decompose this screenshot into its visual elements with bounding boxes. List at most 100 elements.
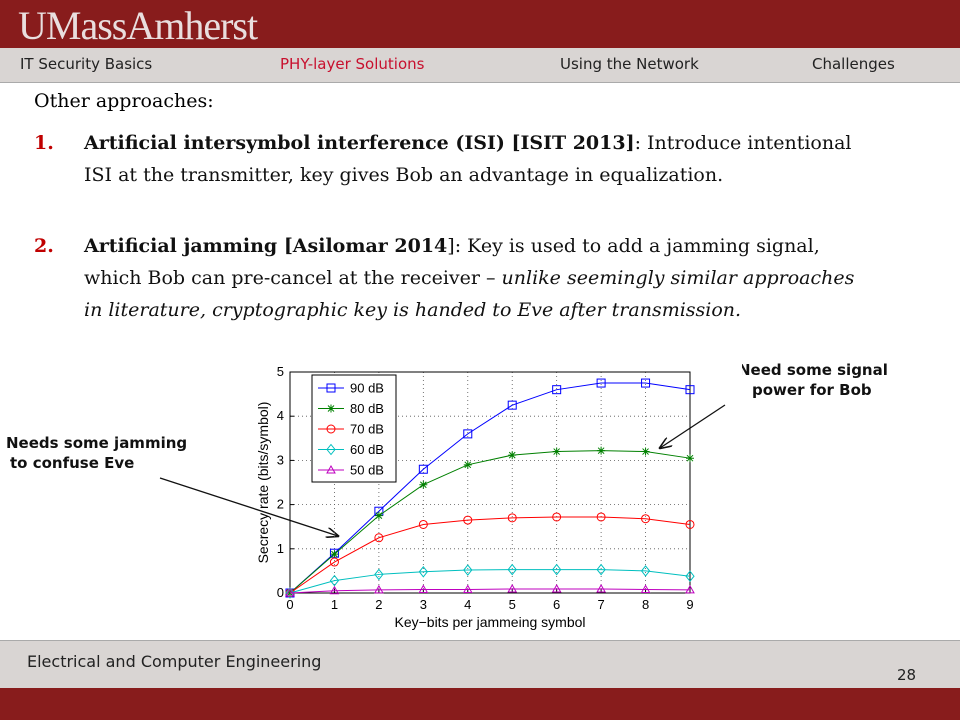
marker [507,563,517,576]
logo: UMassAmherst [18,3,258,48]
nav-item: IT Security Basics [20,55,153,73]
item-number: 1. [34,132,54,154]
page-number: 28 [897,666,917,684]
marker [374,568,384,581]
text-run: unlike seemingly similar approaches in l… [84,267,855,321]
series-line [289,516,691,594]
y-tick-label: 3 [277,452,284,467]
marker [462,584,473,593]
marker [418,584,429,593]
marker [507,513,517,523]
department: Electrical and Computer Engineering [27,652,322,671]
x-tick-label: 3 [420,597,427,612]
x-tick-label: 1 [331,597,338,612]
marker [641,378,651,388]
marker [508,451,517,460]
text-run: Artificial intersymbol interference (ISI… [84,132,635,154]
series-line [289,588,691,594]
item-text: Artificial intersymbol interference (ISI… [84,127,864,191]
marker [685,519,695,529]
x-tick-label: 0 [286,597,293,612]
marker [685,584,695,594]
marker [326,383,336,393]
marker [641,447,650,456]
legend-label: 90 dB [350,381,384,396]
marker [327,404,335,413]
marker [285,587,295,597]
marker [329,557,339,567]
top-bar [0,0,960,48]
text-run: : Introduce intentional ISI at the trans… [84,132,852,186]
x-tick-label: 9 [686,597,693,612]
marker [596,563,606,576]
marker [640,584,651,593]
series-line [289,569,691,594]
footer-bar [0,640,960,689]
nav-bar [0,48,960,83]
marker [507,400,517,410]
x-axis-label: Key−bits per jammeing symbol [394,614,585,630]
annotation-line: Need some signal [738,361,888,379]
marker [419,480,428,489]
y-tick-label: 2 [277,497,284,512]
annotation-line: power for Bob [752,381,872,399]
text-run: Artificial jamming [Asilomar 2014 [84,235,448,257]
series-line [289,450,691,594]
marker [418,565,428,578]
nav-item: Using the Network [560,55,699,73]
marker [374,533,384,543]
marker [463,515,473,525]
y-tick-label: 4 [277,408,284,423]
marker [507,584,518,593]
y-tick-label: 5 [277,364,284,379]
legend-label: 50 dB [350,463,384,478]
marker [640,565,651,577]
annotation: Needs some jamming to confuse Eve [6,433,187,473]
legend-label: 60 dB [350,442,384,457]
marker [552,385,562,395]
marker [552,563,562,576]
marker [552,512,562,522]
marker [463,460,472,469]
marker [326,443,336,456]
list-item: 2. Artificial jamming [Asilomar 2014]: Ke… [34,230,864,326]
marker [551,584,562,593]
item-number: 2. [34,235,54,257]
marker [418,464,428,474]
marker [329,574,340,587]
marker [463,564,473,576]
x-tick-label: 5 [509,597,516,612]
text-run: ]: Key is used to add a jamming signal, … [84,235,820,289]
annotation: Need some signal power for Bob [738,360,888,400]
marker [329,585,340,595]
marker [326,424,336,434]
chart-background [220,362,742,632]
marker [596,512,606,522]
intro-text: Other approaches: [34,90,214,112]
marker [418,519,428,529]
marker [330,550,339,559]
marker [374,584,384,594]
x-tick-label: 6 [553,597,560,612]
annotation-line: to confuse Eve [10,454,135,472]
marker [686,454,694,463]
arrow [660,404,726,448]
legend-label: 80 dB [350,401,384,416]
list-item: 1. Artificial intersymbol interference (I… [34,127,864,191]
nav-item: PHY-layer Solutions [280,55,425,73]
annotation-line: Needs some jamming [6,434,188,452]
marker [685,385,695,395]
x-tick-label: 8 [642,597,649,612]
marker [685,570,695,583]
marker [326,464,336,474]
marker [552,447,561,456]
plot-frame [289,371,691,594]
series-line [289,382,691,594]
marker [597,446,606,455]
legend-label: 70 dB [350,422,384,437]
x-tick-label: 2 [375,597,382,612]
arrow [159,477,338,536]
y-axis-label: Secrecy rate (bits/symbol) [255,402,271,564]
